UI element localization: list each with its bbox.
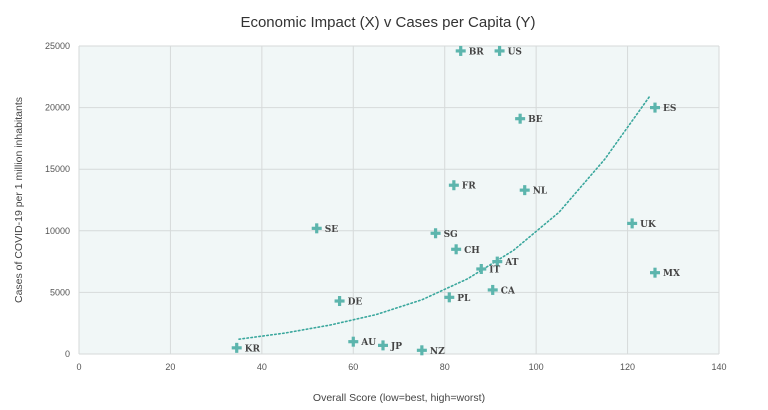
data-point-uk: UK xyxy=(627,218,657,230)
point-label: UK xyxy=(640,220,657,230)
marker-vbar xyxy=(454,244,458,255)
data-point-au: AU xyxy=(348,336,376,348)
marker-vbar xyxy=(351,336,355,347)
x-tick-label: 140 xyxy=(711,362,726,372)
axis-ticks: 0 20 40 60 80 100 120 140 0 5000 10000 15000 20000 25… xyxy=(45,41,727,372)
data-point-ch: CH xyxy=(451,244,480,256)
point-label: PL xyxy=(457,294,471,304)
point-label: MX xyxy=(663,269,680,279)
data-point-se: SE xyxy=(311,223,338,235)
data-point-nl: NL xyxy=(519,185,548,197)
marker-vbar xyxy=(420,345,424,356)
x-axis-label: Overall Score (low=best, high=worst) xyxy=(313,392,485,404)
marker-vbar xyxy=(653,102,657,113)
data-point-nz: NZ xyxy=(416,345,445,357)
x-tick-label: 80 xyxy=(440,362,450,372)
marker-vbar xyxy=(433,228,438,239)
y-tick-label: 10000 xyxy=(45,226,70,236)
x-tick-label: 40 xyxy=(257,362,267,372)
data-point-fr: FR xyxy=(448,180,476,192)
data-point-br: BR xyxy=(455,45,485,57)
grid-lines xyxy=(78,45,720,355)
marker-vbar xyxy=(452,180,456,191)
marker-vbar xyxy=(491,284,495,295)
data-point-jp: JP xyxy=(378,340,402,352)
data-point-it: IT xyxy=(476,263,500,275)
plot-background xyxy=(79,46,719,354)
x-tick-label: 0 xyxy=(76,362,81,372)
marker-vbar xyxy=(479,263,483,274)
marker-vbar xyxy=(459,45,463,56)
marker-vbar xyxy=(653,267,657,278)
data-point-de: DE xyxy=(334,296,363,308)
y-tick-label: 20000 xyxy=(45,103,70,113)
point-label: SE xyxy=(325,225,338,235)
point-label: NZ xyxy=(430,347,445,357)
point-label: BE xyxy=(528,115,543,125)
point-label: CA xyxy=(501,286,516,296)
marker-vbar xyxy=(315,223,319,234)
point-label: FR xyxy=(462,182,476,192)
point-label: DE xyxy=(348,298,363,308)
point-label: NL xyxy=(533,187,548,197)
data-point-kr: KR xyxy=(231,342,261,354)
y-tick-label: 15000 xyxy=(45,164,70,174)
point-label: IT xyxy=(489,265,500,275)
x-tick-label: 120 xyxy=(620,362,635,372)
trendline xyxy=(238,94,652,341)
data-point-ca: CA xyxy=(487,284,516,296)
data-point-es: ES xyxy=(650,102,676,114)
marker-vbar xyxy=(337,296,342,307)
chart-title: Economic Impact (X) v Cases per Capita (… xyxy=(240,14,535,31)
marker-vbar xyxy=(630,218,634,229)
point-label: US xyxy=(508,47,522,57)
data-point-sg: SG xyxy=(430,228,458,240)
data-point-at: AT xyxy=(492,256,519,268)
data-point-be: BE xyxy=(515,113,543,125)
y-tick-label: 5000 xyxy=(50,287,70,297)
x-tick-label: 60 xyxy=(348,362,358,372)
x-tick-label: 20 xyxy=(165,362,175,372)
y-tick-label: 25000 xyxy=(45,41,70,51)
data-point-pl: PL xyxy=(444,292,471,304)
marker-vbar xyxy=(518,113,522,124)
y-tick-label: 0 xyxy=(65,349,70,359)
marker-vbar xyxy=(495,256,499,267)
point-label: AT xyxy=(504,258,518,268)
marker-vbar xyxy=(447,292,451,303)
marker-vbar xyxy=(523,185,527,196)
marker-vbar xyxy=(497,45,502,56)
point-label: JP xyxy=(390,342,402,352)
point-label: AU xyxy=(360,338,376,348)
data-point-mx: MX xyxy=(650,267,680,279)
trendline-layer xyxy=(238,94,652,341)
data-points: BR US ES BE FR NL UK SE SG CH AT IT MX CA PL DE AU JP KR NZ xyxy=(231,45,680,357)
marker-vbar xyxy=(235,342,239,353)
y-axis-label: Cases of COVID-19 per 1 million inhabita… xyxy=(13,97,25,303)
x-tick-label: 100 xyxy=(529,362,544,372)
marker-vbar xyxy=(381,340,385,351)
data-point-us: US xyxy=(494,45,522,57)
point-label: BR xyxy=(469,47,485,57)
point-label: SG xyxy=(444,230,458,240)
point-label: CH xyxy=(464,246,480,256)
point-label: KR xyxy=(245,344,261,354)
point-label: ES xyxy=(663,104,676,114)
